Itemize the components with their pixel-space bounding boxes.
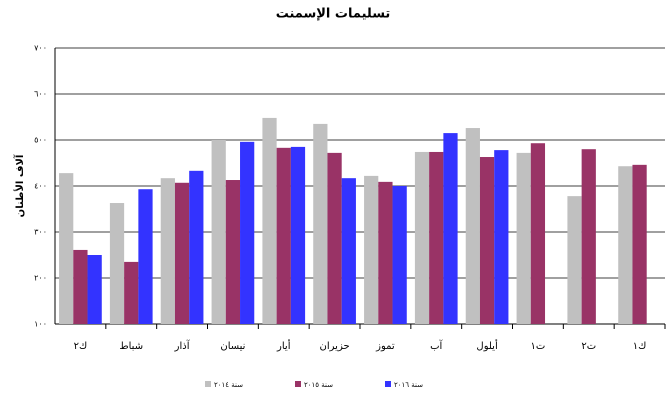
x-tick-label: أيلول bbox=[476, 339, 498, 352]
legend-label: سنة ٢٠١٦ bbox=[394, 381, 423, 389]
bar bbox=[124, 261, 139, 324]
bar bbox=[341, 178, 356, 324]
bar bbox=[138, 189, 153, 324]
bar bbox=[225, 180, 241, 324]
bar bbox=[567, 196, 582, 324]
x-tick-label: نيسان bbox=[220, 341, 245, 352]
bar bbox=[494, 150, 509, 324]
bar bbox=[290, 146, 306, 324]
bar bbox=[73, 249, 88, 324]
bar bbox=[211, 140, 226, 324]
x-tick-label: ك٢ bbox=[74, 341, 88, 352]
bar bbox=[516, 152, 531, 324]
bar bbox=[313, 123, 328, 325]
x-tick-label: ت١ bbox=[531, 341, 546, 352]
x-tick-label: آب bbox=[430, 339, 443, 352]
legend-label: سنة ٢٠١٥ bbox=[304, 381, 333, 389]
x-tick-label: شباط bbox=[119, 341, 143, 352]
legend-swatch bbox=[205, 381, 211, 387]
bar bbox=[378, 181, 393, 324]
y-tick-label: ٦٠٠ bbox=[34, 90, 47, 99]
bar bbox=[59, 173, 74, 324]
bar bbox=[160, 178, 175, 324]
bar bbox=[240, 141, 255, 324]
bar bbox=[87, 255, 102, 324]
bar bbox=[392, 186, 407, 324]
y-tick-label: ٣٠٠ bbox=[34, 228, 47, 237]
bar bbox=[632, 164, 647, 324]
y-axis-label: آلاف الأطنان bbox=[13, 154, 26, 217]
bar bbox=[581, 149, 596, 324]
y-tick-label: ٧٠٠ bbox=[34, 44, 47, 53]
x-tick-label: أيار bbox=[276, 339, 291, 352]
y-tick-label: ٤٠٠ bbox=[34, 182, 47, 191]
chart-title: تسليمات الإسمنت bbox=[276, 7, 391, 22]
bar bbox=[443, 133, 458, 324]
legend-swatch bbox=[295, 381, 301, 387]
bar bbox=[189, 170, 204, 324]
legend-label: سنة ٢٠١٤ bbox=[214, 381, 243, 389]
y-tick-label: ٢٠٠ bbox=[34, 274, 47, 283]
bar bbox=[530, 143, 546, 324]
bar bbox=[276, 147, 291, 324]
legend-swatch bbox=[385, 381, 391, 387]
bar bbox=[465, 128, 480, 324]
bar bbox=[479, 157, 495, 324]
x-tick-label: آذار bbox=[174, 339, 191, 352]
bar bbox=[109, 203, 125, 324]
x-tick-label: ك١ bbox=[633, 341, 647, 352]
bar bbox=[429, 151, 444, 324]
bar bbox=[262, 117, 277, 324]
bar bbox=[414, 151, 430, 324]
x-tick-label: حزيران bbox=[320, 341, 350, 352]
y-tick-label: ١٠٠ bbox=[34, 320, 47, 329]
bar bbox=[174, 182, 190, 324]
x-tick-label: ت٢ bbox=[581, 341, 596, 352]
bar bbox=[327, 152, 342, 324]
bar bbox=[364, 175, 379, 324]
y-tick-label: ٥٠٠ bbox=[34, 136, 47, 145]
x-tick-label: تموز bbox=[375, 341, 395, 352]
bar bbox=[618, 166, 633, 324]
